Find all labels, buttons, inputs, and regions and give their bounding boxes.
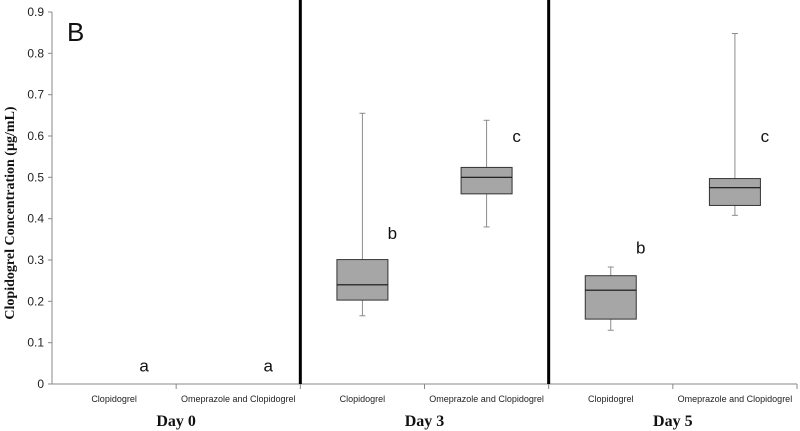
significance-letter: c (512, 127, 521, 146)
y-tick-label: 0.3 (27, 253, 44, 267)
day-group-label: Day 0 (156, 413, 196, 430)
category-label: Clopidogrel (91, 394, 137, 404)
plot-area: 0 0.1 0.2 0.3 0.4 0.5 0.6 0.7 0.8 0.9 Clopidogrel a… (27, 0, 798, 430)
y-tick-label: 0.8 (27, 46, 44, 60)
panel-label: B (67, 17, 84, 47)
day-group-label: Day 3 (405, 413, 445, 430)
box-iqr (460, 166, 513, 195)
day-group-label: Day 5 (653, 413, 693, 430)
significance-letter: a (264, 356, 274, 375)
y-tick-label: 0.5 (27, 170, 44, 184)
y-tick-label: 0.4 (27, 212, 44, 226)
y-tick-label: 0.7 (27, 88, 44, 102)
significance-letter: c (761, 127, 770, 146)
category-label: Omeprazole and Clopidogrel (678, 394, 793, 404)
y-tick-label: 0.9 (27, 5, 44, 19)
y-tick-label: 0.6 (27, 129, 44, 143)
y-tick-label: 0.2 (27, 294, 44, 308)
box-iqr (336, 259, 389, 301)
significance-letter: b (636, 239, 645, 258)
significance-letter: a (139, 356, 149, 375)
y-axis-title: Clopidogrel Concentration (µg/mL) (3, 106, 18, 319)
y-tick-label: 0 (37, 377, 44, 391)
box-iqr (708, 178, 761, 206)
significance-letter: b (388, 224, 397, 243)
box-iqr (584, 275, 637, 320)
category-label: Omeprazole and Clopidogrel (429, 394, 544, 404)
category-label: Omeprazole and Clopidogrel (181, 394, 296, 404)
category-label: Clopidogrel (340, 394, 386, 404)
category-label: Clopidogrel (588, 394, 634, 404)
y-tick-label: 0.1 (27, 336, 44, 350)
